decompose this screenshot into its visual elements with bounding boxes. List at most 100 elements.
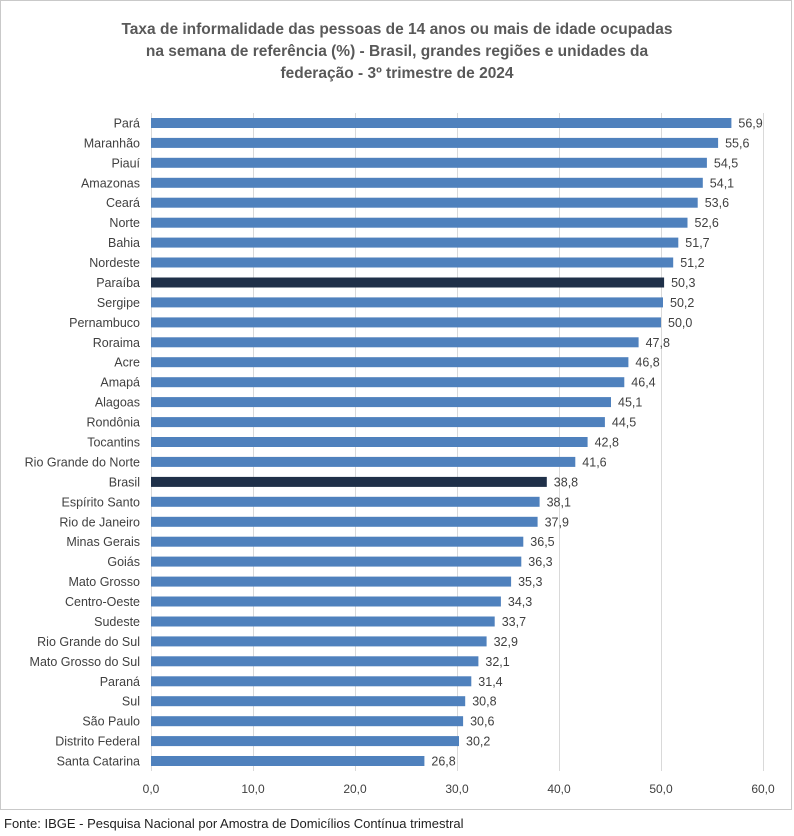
bar-21 (151, 536, 524, 547)
category-label-21: Minas Gerais (66, 535, 140, 549)
value-label-23: 35,3 (518, 575, 542, 589)
value-label-4: 53,6 (705, 196, 729, 210)
value-label-19: 38,1 (547, 495, 571, 509)
value-label-10: 50,0 (668, 316, 692, 330)
value-label-2: 54,5 (714, 156, 738, 170)
category-label-25: Sudeste (94, 615, 140, 629)
bar-18 (151, 476, 547, 487)
bar-14 (151, 397, 611, 408)
category-label-0: Pará (114, 117, 140, 131)
chart-title-line-2: na semana de referência (%) - Brasil, gr… (145, 43, 649, 60)
category-label-5: Norte (109, 216, 140, 230)
value-label-8: 50,3 (671, 276, 695, 290)
value-label-32: 26,8 (431, 755, 455, 769)
bar-32 (151, 756, 425, 766)
x-tick-label-4: 40,0 (547, 782, 571, 796)
bar-27 (151, 656, 479, 667)
bar-23 (151, 576, 512, 587)
category-label-29: Sul (122, 695, 140, 709)
bar-22 (151, 556, 522, 567)
value-label-1: 55,6 (725, 136, 749, 150)
value-label-31: 30,2 (466, 735, 490, 749)
bar-12 (151, 357, 629, 368)
chart-title-line-3: federação - 3º trimestre de 2024 (280, 65, 514, 82)
value-label-6: 51,7 (685, 236, 709, 250)
bar-20 (151, 516, 538, 527)
category-label-1: Maranhão (84, 136, 140, 150)
bar-chart: Pará 56,9 Maranhão 55,6 Piauí 54,5 Amazonas 54,… (25, 113, 775, 796)
category-label-32: Santa Catarina (57, 755, 140, 769)
bar-16 (151, 437, 588, 447)
value-label-29: 30,8 (472, 695, 496, 709)
x-tick-label-6: 60,0 (751, 782, 775, 796)
category-label-3: Amazonas (81, 176, 140, 190)
category-label-9: Sergipe (97, 296, 140, 310)
bar-7 (151, 257, 674, 268)
bar-4 (151, 197, 698, 208)
category-label-19: Espírito Santo (61, 495, 140, 509)
bar-19 (151, 496, 540, 507)
chart-frame: Taxa de informalidade das pessoas de 14 … (0, 0, 792, 810)
category-label-23: Mato Grosso (68, 575, 140, 589)
category-label-22: Goiás (107, 555, 140, 569)
category-label-2: Piauí (112, 156, 141, 170)
category-label-6: Bahia (108, 236, 140, 250)
x-tick-label-3: 30,0 (445, 782, 469, 796)
bar-6 (151, 237, 679, 248)
category-label-15: Rondônia (86, 416, 140, 430)
category-label-26: Rio Grande do Sul (37, 635, 140, 649)
x-tick-label-0: 0,0 (143, 782, 160, 796)
category-label-13: Amapá (100, 376, 140, 390)
value-label-28: 31,4 (478, 675, 502, 689)
value-label-21: 36,5 (530, 535, 554, 549)
value-label-22: 36,3 (528, 555, 552, 569)
value-label-9: 50,2 (670, 296, 694, 310)
value-label-15: 44,5 (612, 416, 636, 430)
value-label-12: 46,8 (635, 356, 659, 370)
bar-2 (151, 157, 707, 168)
category-label-12: Acre (114, 356, 140, 370)
x-tick-label-5: 50,0 (649, 782, 673, 796)
value-label-27: 32,1 (485, 655, 509, 669)
category-label-24: Centro-Oeste (65, 595, 140, 609)
category-label-7: Nordeste (89, 256, 140, 270)
value-label-7: 51,2 (680, 256, 704, 270)
bar-24 (151, 596, 501, 607)
bar-9 (151, 297, 663, 308)
value-label-20: 37,9 (545, 515, 569, 529)
x-tick-label-2: 20,0 (343, 782, 367, 796)
value-label-5: 52,6 (695, 216, 719, 230)
bar-29 (151, 696, 466, 707)
source-note: Fonte: IBGE - Pesquisa Nacional por Amos… (4, 816, 464, 831)
value-label-11: 47,8 (646, 336, 670, 350)
category-label-4: Ceará (106, 196, 140, 210)
category-label-8: Paraíba (96, 276, 140, 290)
category-label-14: Alagoas (95, 396, 140, 410)
bar-26 (151, 636, 487, 647)
bar-30 (151, 716, 464, 727)
category-label-30: São Paulo (82, 715, 140, 729)
x-tick-label-1: 10,0 (241, 782, 265, 796)
value-label-13: 46,4 (631, 376, 655, 390)
chart-title-line-1: Taxa de informalidade das pessoas de 14 … (121, 21, 673, 38)
chart-title: Taxa de informalidade das pessoas de 14 … (41, 19, 753, 85)
bar-28 (151, 676, 472, 687)
category-label-28: Paraná (100, 675, 140, 689)
value-label-18: 38,8 (554, 475, 578, 489)
bar-1 (151, 137, 719, 148)
bar-13 (151, 377, 625, 388)
bar-31 (151, 736, 459, 747)
bar-11 (151, 337, 639, 348)
value-label-30: 30,6 (470, 715, 494, 729)
bar-8 (151, 277, 665, 288)
bar-3 (151, 177, 703, 188)
bar-17 (151, 456, 576, 467)
bar-25 (151, 616, 495, 627)
bar-15 (151, 417, 605, 428)
value-label-26: 32,9 (494, 635, 518, 649)
value-label-3: 54,1 (710, 176, 734, 190)
value-label-16: 42,8 (595, 436, 619, 450)
category-label-18: Brasil (109, 475, 140, 489)
value-label-17: 41,6 (582, 455, 606, 469)
category-label-11: Roraima (93, 336, 140, 350)
